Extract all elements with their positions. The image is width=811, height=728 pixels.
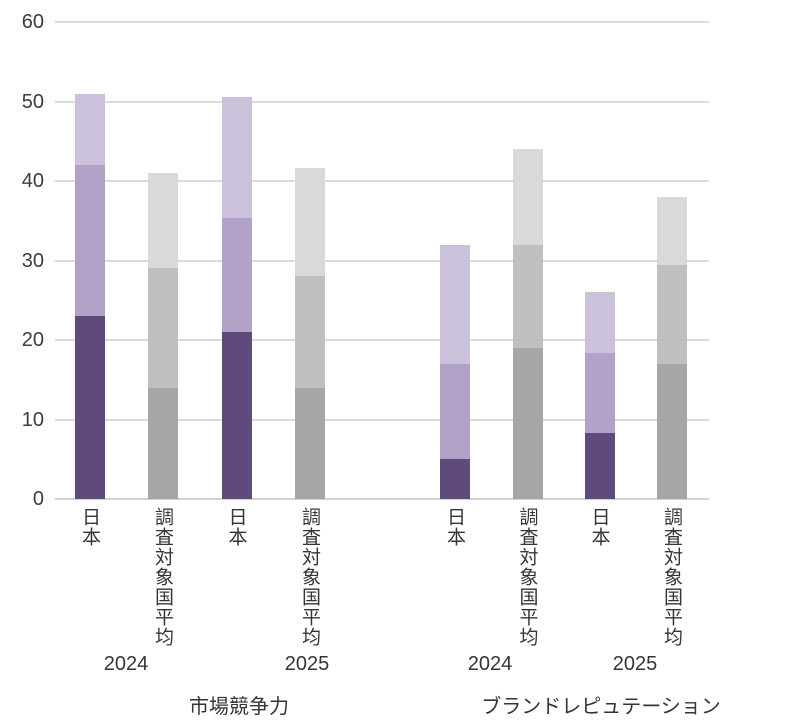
bar-label-4: 調査対象国平均: [299, 507, 320, 647]
gridline-10: [55, 418, 709, 421]
y-tick-label-50: 50: [21, 90, 44, 113]
bar-2-segment-1: [148, 387, 178, 499]
year-label-3: 2024: [467, 653, 513, 675]
bar-1-segment-1: [75, 316, 105, 499]
bar-4-segment-2: [295, 276, 325, 388]
y-tick-label-30: 30: [21, 249, 44, 272]
bar-4-segment-3: [295, 168, 325, 277]
bar-6-segment-3: [512, 149, 543, 245]
bar-label-6: 調査対象国平均: [516, 507, 538, 647]
year-label-1: 2024: [103, 653, 149, 675]
bar-label-8: 調査対象国平均: [661, 507, 682, 647]
bar-8-segment-3: [657, 196, 687, 266]
bar-label-5: 日本: [444, 507, 465, 547]
bar-5-segment-3: [440, 244, 470, 364]
y-tick-label-40: 40: [21, 170, 44, 192]
bar-8-segment-1: [657, 363, 687, 499]
bar-7-segment-1: [584, 433, 615, 499]
gridline-0: [55, 498, 709, 500]
y-tick-label-0: 0: [32, 488, 44, 510]
bar-1-segment-3: [75, 93, 105, 166]
gridline-60: [55, 21, 709, 23]
category-label-2: ブランドレピュテーション: [481, 696, 721, 718]
bar-label-3: 日本: [225, 507, 247, 547]
bar-6-segment-2: [512, 244, 543, 348]
year-label-2: 2025: [284, 653, 330, 675]
bar-7-segment-2: [584, 352, 615, 433]
category-label-1: 市場競争力: [189, 696, 289, 718]
bar-3-segment-2: [221, 217, 252, 333]
bar-2-segment-3: [148, 173, 178, 269]
year-label-4: 2025: [612, 653, 658, 675]
gridline-50: [55, 100, 709, 103]
gridline-40: [55, 180, 709, 182]
gridline-30: [55, 259, 709, 262]
bar-5-segment-1: [440, 459, 470, 499]
bar-1-segment-2: [75, 165, 105, 317]
bar-3-segment-1: [221, 332, 252, 499]
bar-8-segment-2: [657, 265, 687, 364]
bar-label-7: 日本: [588, 507, 610, 547]
gridline-20: [55, 339, 709, 341]
bar-5-segment-2: [440, 363, 470, 460]
bar-label-2: 調査対象国平均: [152, 507, 173, 647]
bar-4-segment-1: [295, 387, 325, 499]
y-tick-label-60: 60: [21, 11, 44, 33]
bar-label-1: 日本: [79, 507, 100, 547]
y-tick-label-10: 10: [21, 408, 44, 431]
bar-3-segment-3: [221, 96, 252, 218]
bar-2-segment-2: [148, 268, 178, 388]
y-tick-label-20: 20: [21, 329, 44, 351]
bar-7-segment-3: [584, 292, 615, 353]
bar-6-segment-1: [512, 347, 543, 499]
